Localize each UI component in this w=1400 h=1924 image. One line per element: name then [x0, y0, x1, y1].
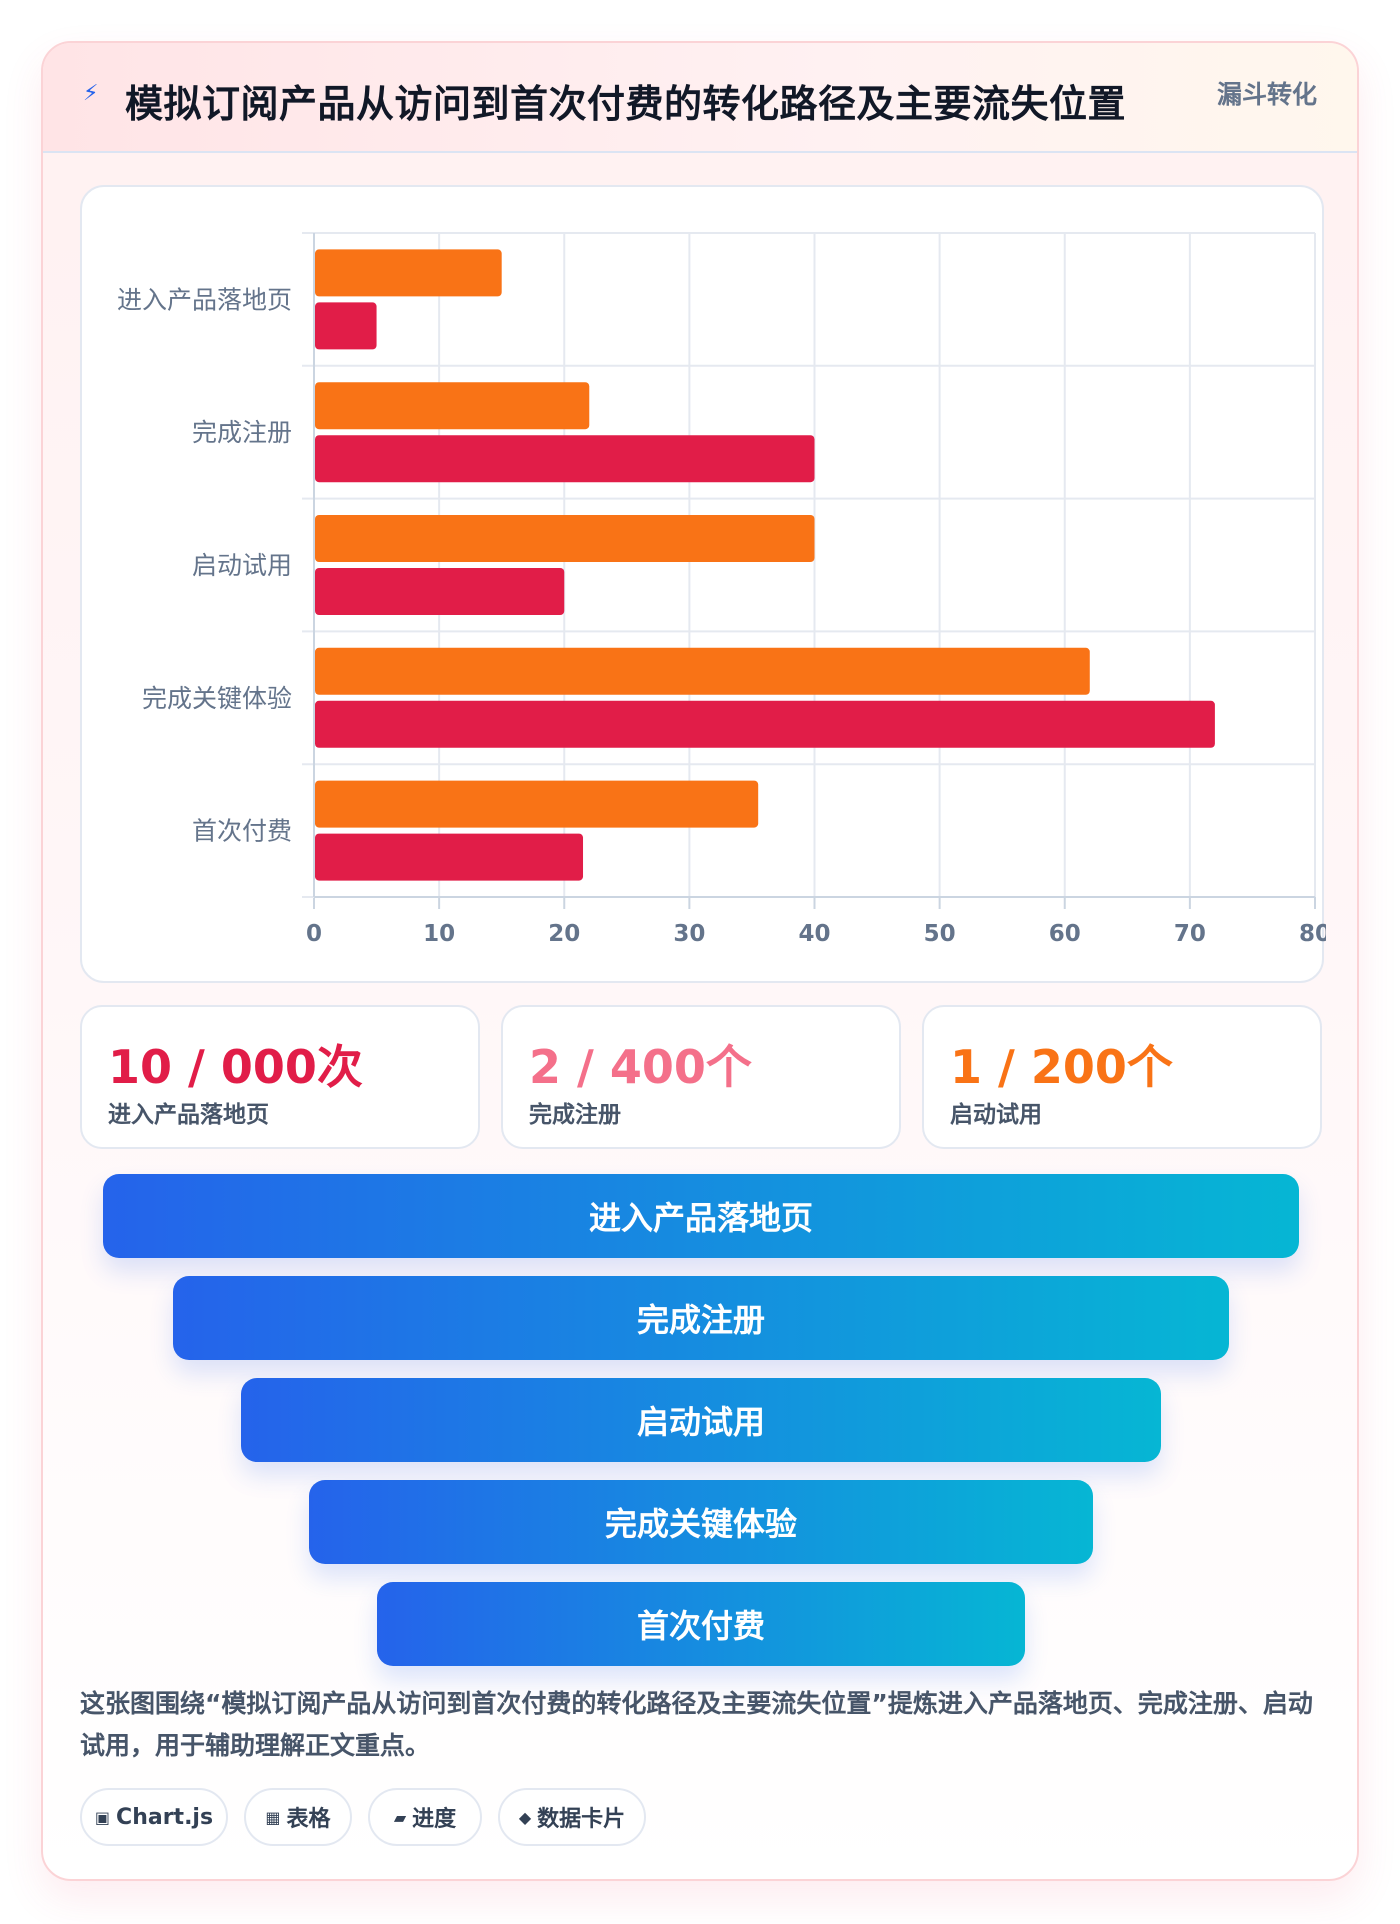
- stat-card: 10 / 000次 进入产品落地页: [80, 1005, 480, 1149]
- chip-progress[interactable]: ▰ 进度: [368, 1788, 482, 1846]
- stats-row: 10 / 000次 进入产品落地页 2 / 400个 完成注册 1 / 200个…: [80, 1005, 1324, 1151]
- bar-series-2: [315, 700, 1215, 748]
- funnel-step: 完成注册: [173, 1276, 1229, 1360]
- progress-icon: ▰: [393, 1807, 407, 1827]
- chip-label: 进度: [412, 1807, 457, 1832]
- chip-label: 数据卡片: [537, 1807, 626, 1832]
- bar-series-1: [315, 780, 759, 828]
- x-tick-label: 20: [548, 921, 580, 947]
- x-tick-label: 80: [1299, 921, 1326, 947]
- bar-series-2: [315, 302, 377, 350]
- bar-series-1: [315, 382, 590, 430]
- chip-data-card[interactable]: ◆ 数据卡片: [498, 1788, 646, 1846]
- report-card: ⚡ 模拟订阅产品从访问到首次付费的转化路径及主要流失位置 漏斗转化 0 10 20 3…: [41, 41, 1359, 1881]
- bar-chart: 0 10 20 30 40 50 60 70 80 进入产品落地页完成注册启动试用完成关键体验首次…: [117, 232, 1326, 947]
- x-tick-label: 40: [798, 921, 830, 947]
- stat-label: 启动试用: [950, 1102, 1042, 1128]
- chart-icon: ▣: [94, 1807, 111, 1827]
- x-tick-label: 70: [1174, 921, 1206, 947]
- stat-card: 2 / 400个 完成注册: [501, 1005, 901, 1149]
- stat-value: 1 / 200个: [950, 1040, 1173, 1094]
- bar-series-1: [315, 647, 1090, 695]
- funnel-step: 完成关键体验: [309, 1480, 1093, 1564]
- diamond-icon: ◆: [518, 1807, 532, 1827]
- x-tick-label: 50: [924, 921, 956, 947]
- funnel-step: 首次付费: [377, 1582, 1025, 1666]
- chart-description: 这张图围绕“模拟订阅产品从访问到首次付费的转化路径及主要流失位置”提炼进入产品落…: [80, 1689, 1313, 1760]
- y-category-label: 首次付费: [192, 817, 292, 846]
- funnel-step: 启动试用: [241, 1378, 1161, 1462]
- bar-series-1: [315, 515, 815, 562]
- y-category-label: 完成关键体验: [142, 684, 292, 713]
- bar-series-2: [315, 833, 584, 881]
- chart-panel: 0 10 20 30 40 50 60 70 80 进入产品落地页完成注册启动试用完成关键体验首次…: [80, 185, 1326, 983]
- table-icon: ▦: [265, 1807, 281, 1827]
- stat-card: 1 / 200个 启动试用: [922, 1005, 1322, 1149]
- bar-series-2: [315, 435, 815, 483]
- bolt-icon: ⚡: [83, 81, 99, 106]
- funnel-step: 进入产品落地页: [103, 1174, 1299, 1258]
- x-tick-label: 0: [306, 921, 322, 947]
- stat-label: 完成注册: [529, 1102, 621, 1128]
- y-category-label: 进入产品落地页: [117, 285, 292, 314]
- page-title: 模拟订阅产品从访问到首次付费的转化路径及主要流失位置: [125, 82, 1127, 126]
- chip-label: Chart.js: [116, 1804, 214, 1830]
- x-tick-label: 60: [1049, 921, 1081, 947]
- y-category-label: 完成注册: [192, 418, 292, 447]
- y-category-label: 启动试用: [192, 551, 292, 580]
- bar-series-2: [315, 568, 565, 615]
- stat-value: 10 / 000次: [108, 1040, 363, 1094]
- x-tick-label: 10: [423, 921, 455, 947]
- category-tag: 漏斗转化: [1216, 80, 1317, 109]
- chip-label: 表格: [286, 1807, 331, 1832]
- chip-table[interactable]: ▦ 表格: [244, 1788, 352, 1846]
- stat-value: 2 / 400个: [529, 1040, 752, 1094]
- bar-series-1: [315, 249, 502, 297]
- x-tick-label: 30: [673, 921, 705, 947]
- stat-label: 进入产品落地页: [108, 1102, 269, 1128]
- chip-chartjs[interactable]: ▣ Chart.js: [80, 1788, 228, 1846]
- card-header: ⚡ 模拟订阅产品从访问到首次付费的转化路径及主要流失位置 漏斗转化: [43, 43, 1357, 153]
